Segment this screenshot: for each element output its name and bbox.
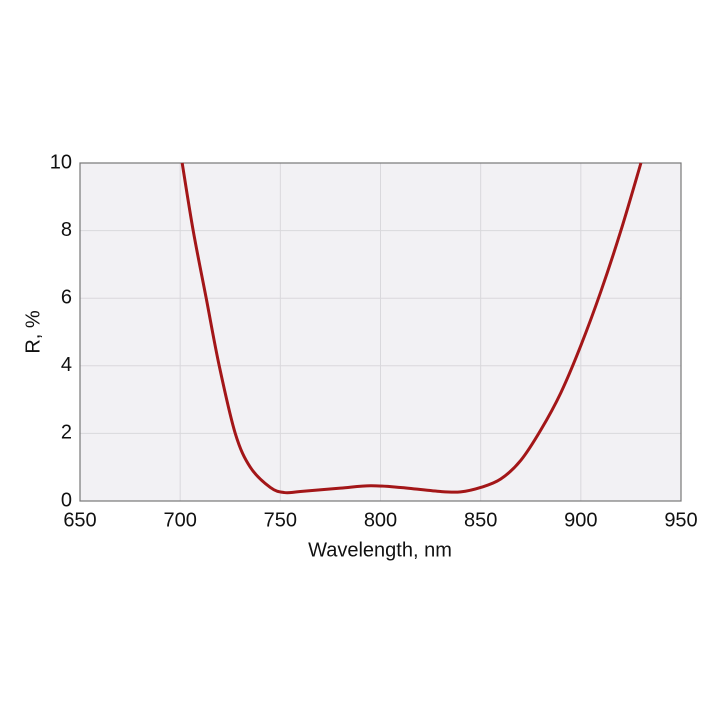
data-line (180, 162, 643, 495)
x-tick-label: 650 (63, 509, 96, 531)
y-tick-label: 6 (61, 286, 72, 308)
x-axis-label: Wavelength, nm (308, 539, 452, 561)
x-tick-label: 900 (564, 509, 597, 531)
y-tick-label: 10 (50, 151, 72, 173)
y-axis-label: R, % (22, 310, 44, 354)
x-tick-label: 950 (664, 509, 697, 531)
x-tick-label: 750 (264, 509, 297, 531)
x-tick-label: 700 (163, 509, 196, 531)
x-tick-label: 850 (464, 509, 497, 531)
y-tick-label: 8 (61, 219, 72, 241)
y-tick-label: 4 (61, 354, 72, 376)
plot-frame (79, 162, 682, 502)
x-tick-label: 800 (364, 509, 397, 531)
y-tick-label: 0 (61, 489, 72, 511)
y-tick-label: 2 (61, 422, 72, 444)
